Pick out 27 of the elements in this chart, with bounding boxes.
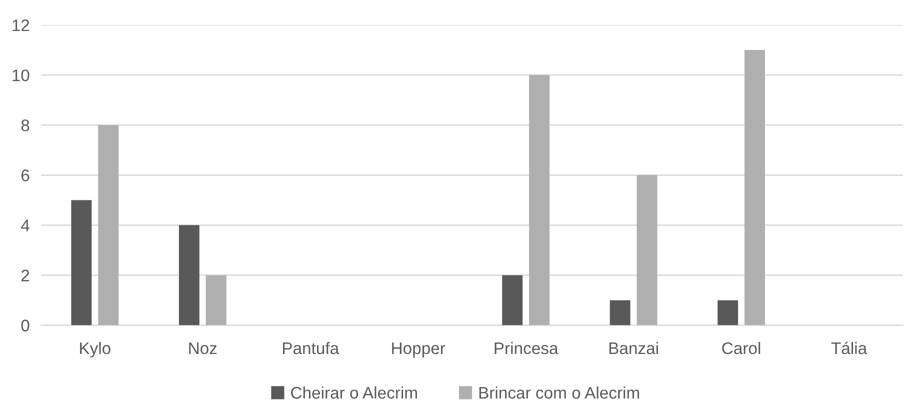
y-tick-label: 8 [21,120,30,132]
x-tick-label: Banzai [609,342,658,354]
x-tick-label: Noz [189,342,217,354]
bar [178,225,200,326]
y-tick-label: 2 [22,270,30,282]
bar [636,175,658,326]
legend-label: Brincar com o Alecrim [479,386,640,399]
y-tick-label: 10 [12,69,30,82]
bar [529,75,550,326]
x-tick-label: Pantufa [283,342,340,354]
x-tick-label: Princesa [494,342,558,354]
y-tick-label: 0 [21,320,30,332]
legend-label: Cheirar o Alecrim [291,386,417,399]
y-tick-label: 12 [12,19,30,32]
bar [502,275,523,326]
y-tick-label: 6 [22,170,30,182]
x-tick-label: Kylo [80,342,110,358]
bar [71,200,92,326]
bar [206,275,226,326]
bar [98,125,119,326]
x-tick-label: Tália [831,342,868,354]
x-tick-label: Hopper [392,342,446,358]
x-tick-label: Carol [722,342,760,354]
bar [610,300,630,326]
bar [718,300,738,326]
y-tick-label: 4 [21,220,30,232]
bar [744,50,765,326]
